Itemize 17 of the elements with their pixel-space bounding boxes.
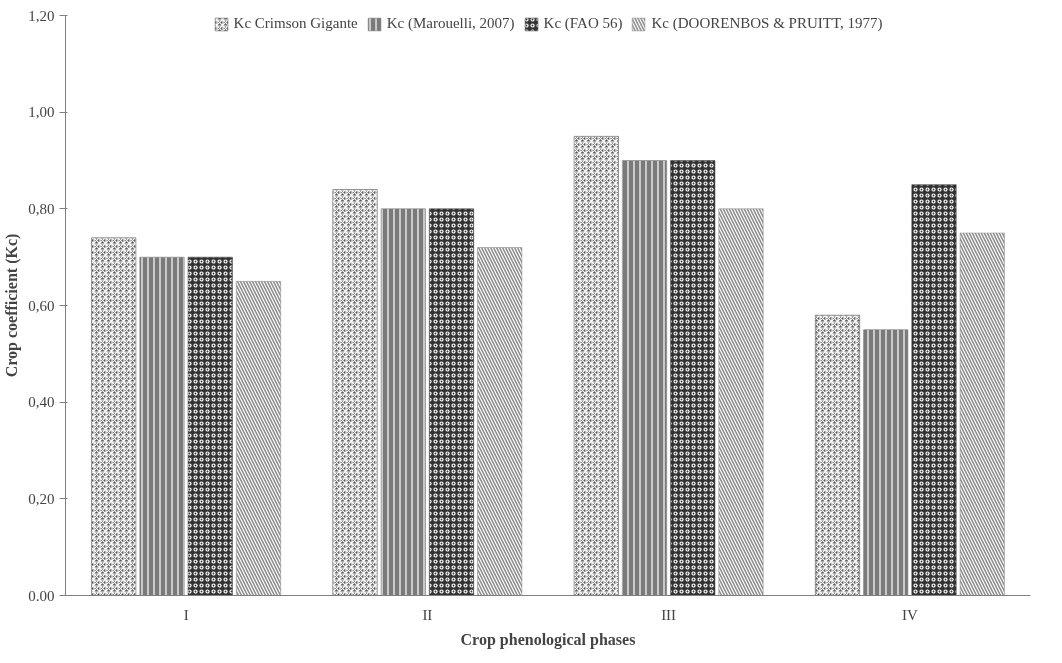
x-axis-title: Crop phenological phases — [460, 630, 636, 649]
y-tick-label: 0,20 — [28, 490, 55, 507]
y-tick-label: 0,80 — [28, 200, 55, 217]
y-tick-label: 1,00 — [28, 104, 55, 121]
y-tick-label: 0,40 — [28, 394, 55, 411]
x-tick-label: I — [183, 606, 189, 623]
y-tick-label: 1,20 — [28, 7, 55, 24]
legend-label: Kc Crimson Gigante — [233, 15, 358, 32]
x-tick-label: II — [422, 606, 433, 623]
legend-label: Kc (FAO 56) — [543, 15, 623, 32]
y-axis-title: Crop coefficient (Kc) — [3, 233, 22, 378]
y-tick-label: 0,60 — [28, 297, 55, 314]
legend-label: Kc (DOORENBOS & PRUITT, 1977) — [651, 15, 883, 32]
legend-label: Kc (Marouelli, 2007) — [386, 15, 515, 32]
y-tick-label: 0.00 — [28, 587, 55, 604]
x-tick-label: III — [661, 606, 677, 623]
x-tick-label: IV — [901, 606, 918, 623]
